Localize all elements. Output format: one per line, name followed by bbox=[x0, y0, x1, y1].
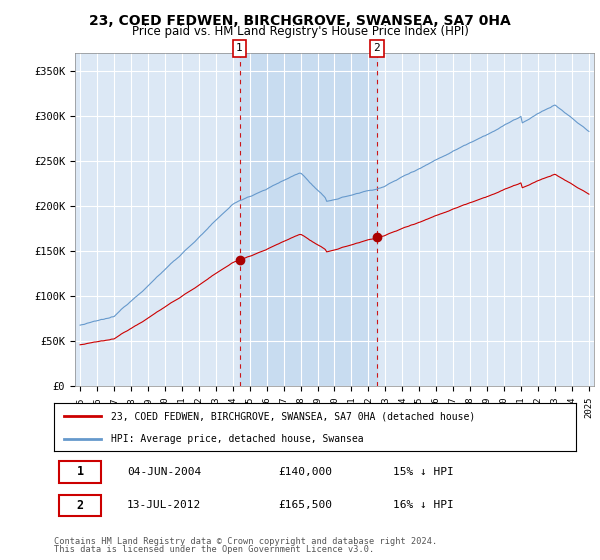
Text: 04-JUN-2004: 04-JUN-2004 bbox=[127, 467, 202, 477]
Text: HPI: Average price, detached house, Swansea: HPI: Average price, detached house, Swan… bbox=[112, 434, 364, 444]
Text: 16% ↓ HPI: 16% ↓ HPI bbox=[394, 501, 454, 510]
Text: 2: 2 bbox=[77, 499, 83, 512]
Text: 1: 1 bbox=[77, 465, 83, 478]
Text: 23, COED FEDWEN, BIRCHGROVE, SWANSEA, SA7 0HA (detached house): 23, COED FEDWEN, BIRCHGROVE, SWANSEA, SA… bbox=[112, 411, 476, 421]
FancyBboxPatch shape bbox=[59, 461, 101, 483]
Bar bbox=[239, 53, 377, 386]
Text: 13-JUL-2012: 13-JUL-2012 bbox=[127, 501, 202, 510]
Text: £140,000: £140,000 bbox=[278, 467, 332, 477]
Text: 2: 2 bbox=[374, 43, 380, 53]
Text: Price paid vs. HM Land Registry's House Price Index (HPI): Price paid vs. HM Land Registry's House … bbox=[131, 25, 469, 38]
Text: Contains HM Land Registry data © Crown copyright and database right 2024.: Contains HM Land Registry data © Crown c… bbox=[54, 537, 437, 546]
Text: 1: 1 bbox=[236, 43, 243, 53]
Text: £165,500: £165,500 bbox=[278, 501, 332, 510]
FancyBboxPatch shape bbox=[59, 494, 101, 516]
Text: 15% ↓ HPI: 15% ↓ HPI bbox=[394, 467, 454, 477]
Text: 23, COED FEDWEN, BIRCHGROVE, SWANSEA, SA7 0HA: 23, COED FEDWEN, BIRCHGROVE, SWANSEA, SA… bbox=[89, 14, 511, 28]
Text: This data is licensed under the Open Government Licence v3.0.: This data is licensed under the Open Gov… bbox=[54, 545, 374, 554]
